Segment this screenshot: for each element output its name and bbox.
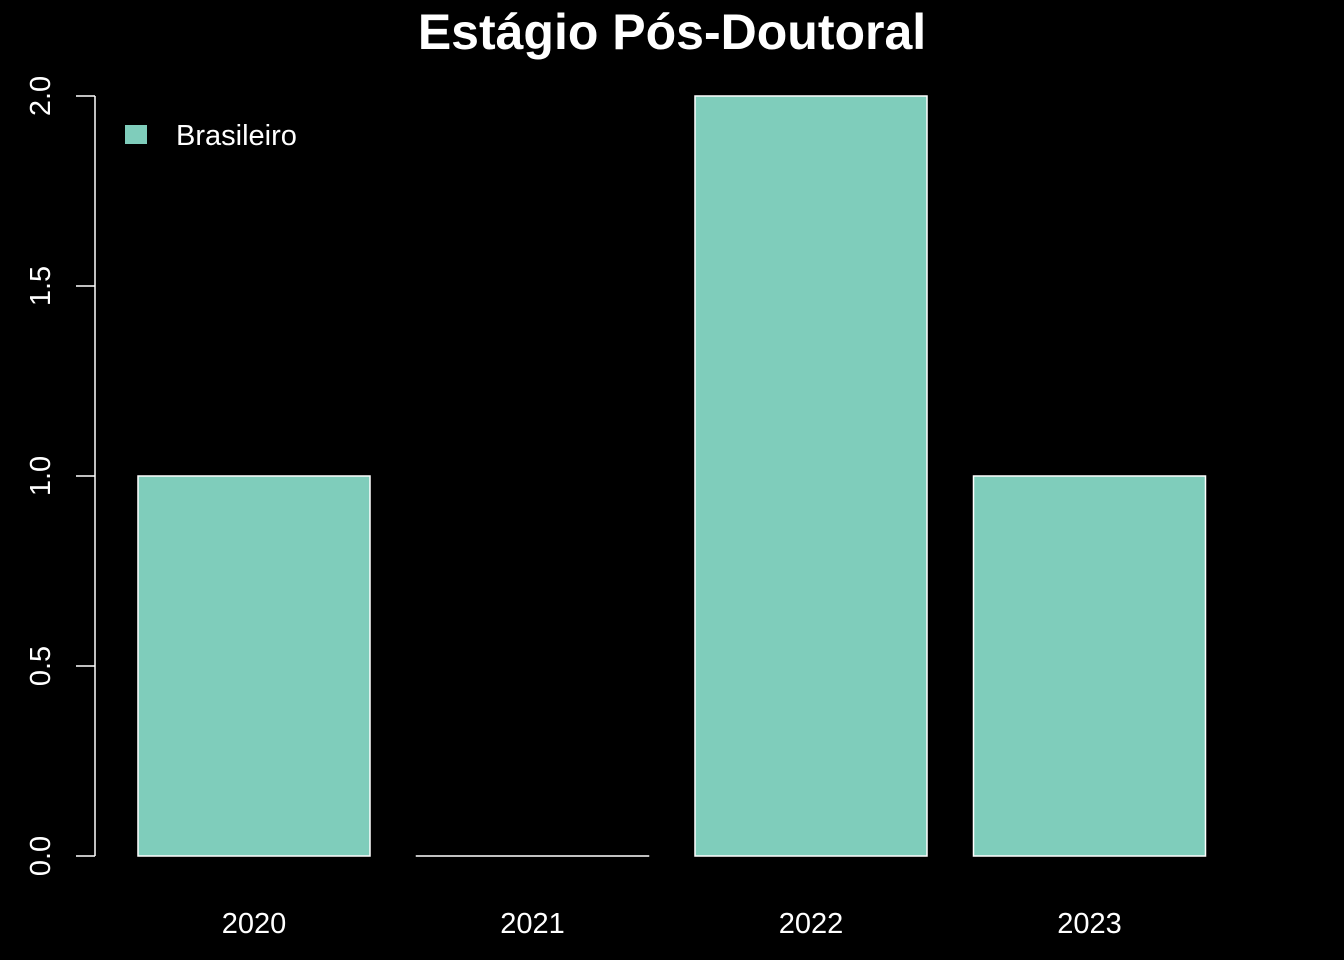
bar-2020 — [137, 475, 371, 857]
y-tick-label: 2.0 — [25, 76, 57, 116]
y-axis: 0.0 0.5 1.0 1.5 2.0 — [25, 76, 96, 876]
y-tick-label: 0.5 — [25, 646, 57, 686]
bars — [137, 95, 1207, 857]
y-tick-label: 0.0 — [25, 836, 57, 876]
x-tick-labels: 2020 2021 2022 2023 — [222, 908, 1122, 940]
x-tick-label: 2023 — [1057, 908, 1122, 940]
legend-swatch — [125, 125, 147, 144]
x-tick-label: 2022 — [779, 908, 844, 940]
chart-title: Estágio Pós-Doutoral — [418, 4, 926, 60]
y-tick-label: 1.5 — [25, 266, 57, 306]
bar-2022 — [694, 95, 928, 857]
x-tick-label: 2021 — [500, 908, 565, 940]
legend-label-brasileiro: Brasileiro — [176, 120, 297, 152]
y-tick-label: 1.0 — [25, 456, 57, 496]
legend: Brasileiro — [125, 120, 297, 152]
bar-2023 — [972, 475, 1207, 857]
x-tick-label: 2020 — [222, 908, 287, 940]
